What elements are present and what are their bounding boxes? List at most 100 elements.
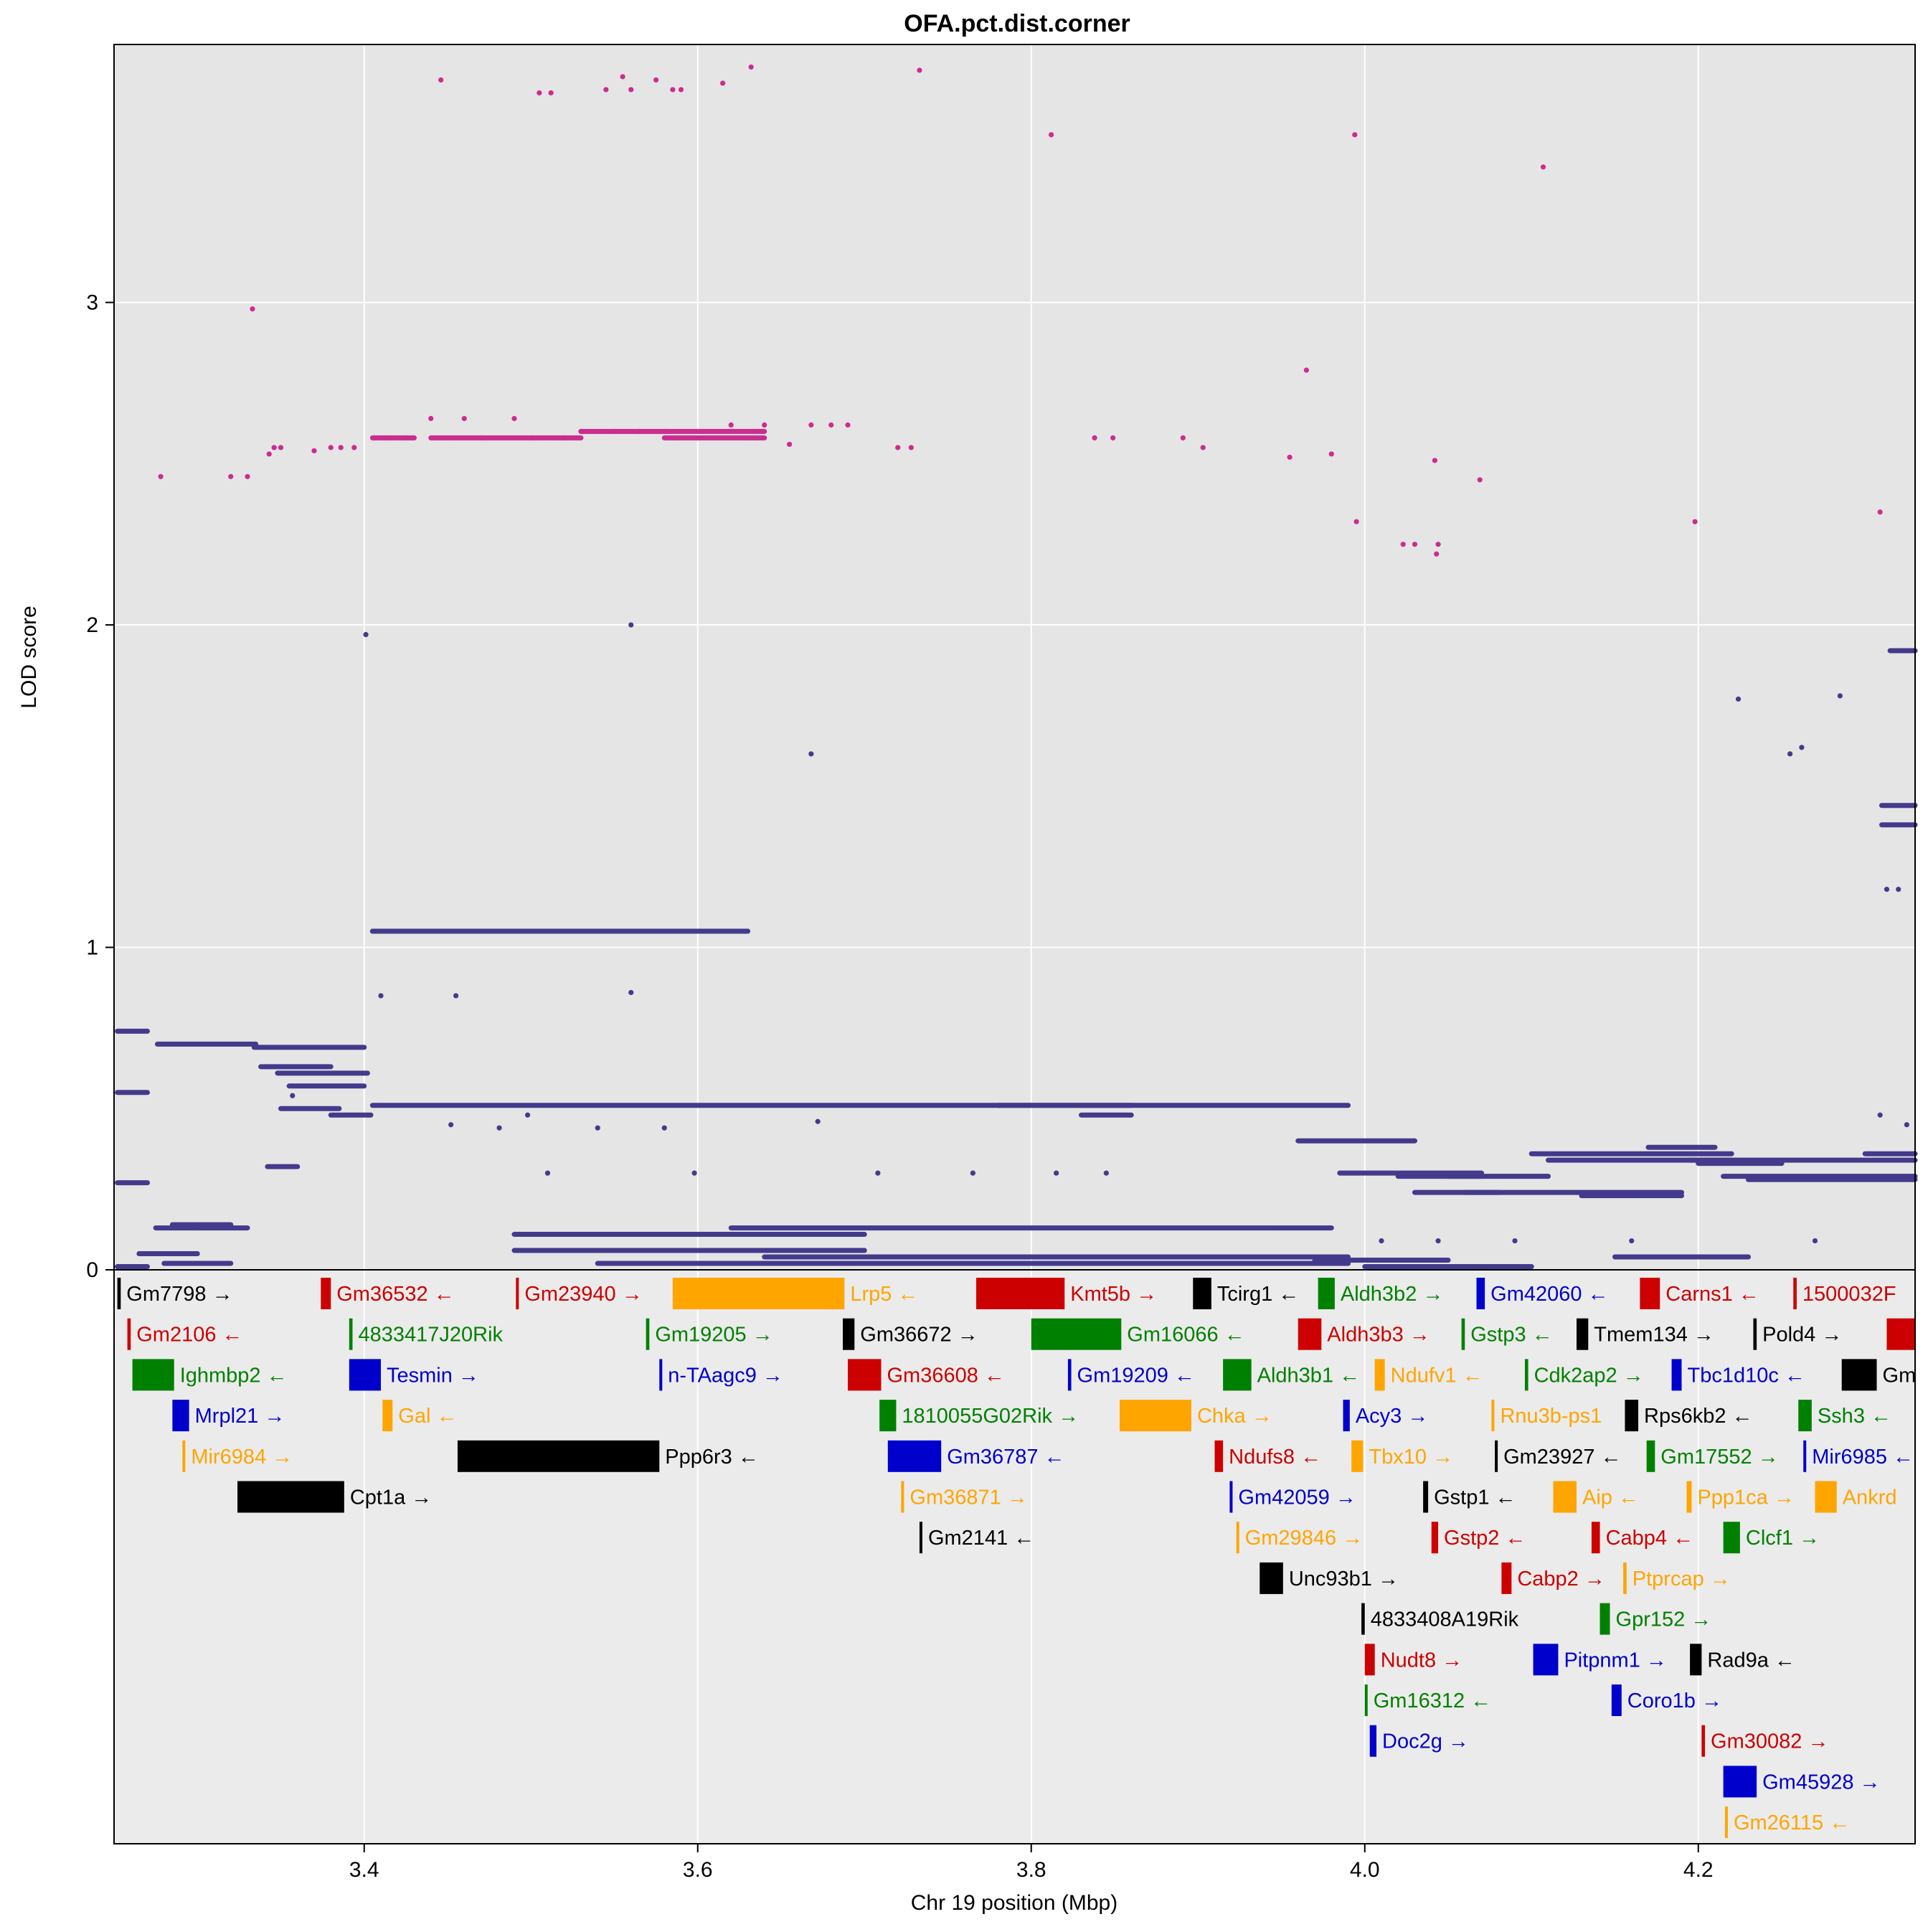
- gene-label: Gal ←: [398, 1405, 457, 1428]
- lod-point: [661, 1125, 667, 1131]
- gene-bar: [1193, 1278, 1211, 1309]
- gene-bar: [1343, 1400, 1350, 1432]
- gene-bar: [1886, 1318, 1915, 1350]
- lod-point: [245, 473, 250, 479]
- lod-point: [1799, 745, 1805, 750]
- lod-point: [895, 445, 901, 451]
- x-tick-label: 3.4: [349, 1858, 379, 1882]
- gene-bar: [1599, 1603, 1610, 1635]
- lod-point: [678, 87, 684, 93]
- lod-point: [828, 422, 834, 428]
- gene-bar: [1318, 1278, 1335, 1309]
- lod-point: [448, 1122, 454, 1128]
- gene-bar: [887, 1440, 942, 1472]
- gene-label: Cpt1a →: [350, 1486, 432, 1509]
- lod-point: [228, 473, 234, 479]
- gene-label: Rnu3b-ps1: [1500, 1405, 1602, 1428]
- gene-bar: [1533, 1644, 1559, 1676]
- gene-bar: [1753, 1318, 1757, 1350]
- gene-bar: [1260, 1562, 1283, 1594]
- gene-label: 4833408A19Rik: [1371, 1608, 1519, 1631]
- lod-point: [1287, 454, 1293, 460]
- lod-point: [653, 77, 659, 83]
- lod-point: [1884, 887, 1890, 892]
- gene-label: Gm30082 →: [1711, 1730, 1828, 1753]
- gene-track: Gm7798 → Gm36532 ← Gm23940 → Lrp5 ← Kmt5b → T…: [117, 1278, 1915, 1839]
- lod-point: [548, 90, 554, 96]
- gene-bar: [117, 1278, 121, 1309]
- gene-label: Mir6984 →: [191, 1446, 293, 1469]
- gene-label: Gstp2 ←: [1444, 1527, 1526, 1550]
- y-axis-label: LOD score: [17, 605, 41, 708]
- gene-bar: [182, 1440, 186, 1472]
- gene-label: Gm42059 →: [1238, 1486, 1356, 1509]
- y-tick-label: 0: [86, 1258, 98, 1282]
- lod-point: [1877, 1112, 1883, 1118]
- gene-label: Gm19205 →: [655, 1324, 772, 1347]
- lod-point: [271, 445, 277, 451]
- gene-label: Tesmin →: [387, 1364, 479, 1387]
- gene-bar: [237, 1481, 344, 1513]
- gene-label: Tmem134 →: [1594, 1324, 1714, 1347]
- gene-label: Gm19209 ←: [1077, 1364, 1195, 1387]
- gene-label: Gm7798 →: [126, 1283, 232, 1306]
- lod-point: [1303, 367, 1309, 373]
- gene-label: Clcf1 →: [1746, 1527, 1820, 1550]
- gene-bar: [457, 1440, 660, 1472]
- lod-point: [428, 415, 434, 421]
- gene-label: Ppp6r3 ←: [665, 1446, 759, 1469]
- gene-bar: [1229, 1481, 1233, 1513]
- gene-label: Rps6kb2 ←: [1644, 1405, 1753, 1428]
- lod-point: [511, 415, 517, 421]
- lod-point: [1049, 132, 1054, 138]
- gene-bar: [349, 1359, 381, 1391]
- gene-label: Gm29846 →: [1245, 1527, 1363, 1550]
- lod-point: [720, 80, 726, 86]
- gene-label: Gm2106 ←: [136, 1324, 242, 1347]
- y-tick-label: 2: [86, 613, 98, 637]
- gene-bar: [879, 1400, 897, 1432]
- gene-label: Mrpl21 →: [195, 1405, 285, 1428]
- gene-bar: [1611, 1684, 1622, 1716]
- gene-bar: [1214, 1440, 1224, 1472]
- gene-bar: [1031, 1318, 1122, 1350]
- lod-point: [808, 751, 814, 757]
- gene-bar: [1553, 1481, 1577, 1513]
- gene-label: Gm16066 ←: [1127, 1324, 1244, 1347]
- gene-label: 1810055G02Rik →: [902, 1405, 1079, 1428]
- lod-points: [115, 64, 1918, 1270]
- lod-point: [1477, 477, 1483, 483]
- gene-bar: [1236, 1522, 1239, 1554]
- gene-label: Aldh3b2 →: [1341, 1283, 1444, 1306]
- gene-bar: [1723, 1522, 1740, 1554]
- gene-bar: [1119, 1400, 1191, 1432]
- gene-bar: [349, 1318, 353, 1350]
- gene-label: Gm36787 ←: [947, 1446, 1064, 1469]
- gene-label: Gm36532 ←: [336, 1283, 454, 1306]
- lod-point: [808, 422, 814, 428]
- gene-label: Lrp5 ←: [850, 1283, 918, 1306]
- gene-label: Aip ←: [1582, 1486, 1639, 1509]
- gene-label: Acy3 →: [1356, 1405, 1429, 1428]
- lod-point: [1412, 542, 1418, 547]
- lod-point: [620, 74, 625, 80]
- gene-label: Gm36672 →: [860, 1324, 978, 1347]
- gene-bar: [1361, 1603, 1365, 1635]
- lod-point: [603, 87, 609, 93]
- gene-label: Ptprcap →: [1632, 1568, 1731, 1591]
- lod-point: [595, 1125, 600, 1131]
- gene-bar: [646, 1318, 650, 1350]
- gene-bar: [1577, 1318, 1589, 1350]
- lod-point: [1904, 1122, 1909, 1128]
- gene-bar: [1841, 1359, 1877, 1391]
- lod-point: [1692, 519, 1698, 524]
- x-tick-label: 4.0: [1350, 1858, 1380, 1882]
- gene-label: Ssh3 ←: [1818, 1405, 1891, 1428]
- gene-bar: [1625, 1400, 1639, 1432]
- gene-bar: [1431, 1522, 1439, 1554]
- gene-bar: [1374, 1359, 1385, 1391]
- gene-label: Gm23940 →: [524, 1283, 642, 1306]
- gene-label: Kmt5b →: [1070, 1283, 1157, 1306]
- lod-point: [1200, 445, 1206, 451]
